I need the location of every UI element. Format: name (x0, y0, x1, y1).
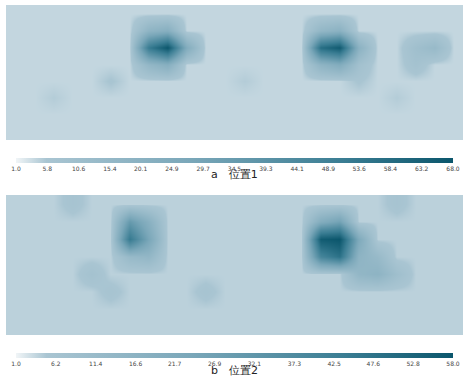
svg-text:a 位置1: a 位置1 (211, 168, 258, 181)
svg-text:26.9: 26.9 (208, 360, 222, 367)
svg-text:1.0: 1.0 (11, 360, 21, 367)
svg-text:16.6: 16.6 (129, 360, 143, 367)
svg-text:10.6: 10.6 (72, 165, 86, 172)
svg-text:1.0: 1.0 (11, 165, 21, 172)
svg-text:32.1: 32.1 (248, 360, 262, 367)
svg-text:52.8: 52.8 (406, 360, 420, 367)
svg-text:24.9: 24.9 (165, 165, 179, 172)
svg-text:48.9: 48.9 (322, 165, 336, 172)
svg-text:37.3: 37.3 (288, 360, 302, 367)
svg-text:44.1: 44.1 (290, 165, 304, 172)
svg-text:5.8: 5.8 (43, 165, 53, 172)
svg-text:47.6: 47.6 (367, 360, 381, 367)
svg-text:15.4: 15.4 (103, 165, 117, 172)
svg-text:34.5: 34.5 (228, 165, 242, 172)
svg-text:58.4: 58.4 (384, 165, 398, 172)
svg-text:42.5: 42.5 (327, 360, 341, 367)
svg-text:29.7: 29.7 (197, 165, 211, 172)
svg-text:b 位置2: b 位置2 (211, 364, 258, 377)
svg-text:58.0: 58.0 (446, 360, 460, 367)
svg-text:63.2: 63.2 (415, 165, 429, 172)
svg-text:11.4: 11.4 (89, 360, 103, 367)
svg-text:21.7: 21.7 (168, 360, 182, 367)
svg-text:39.3: 39.3 (259, 165, 273, 172)
svg-text:53.6: 53.6 (352, 165, 366, 172)
svg-text:6.2: 6.2 (51, 360, 61, 367)
svg-text:20.1: 20.1 (134, 165, 148, 172)
svg-text:68.0: 68.0 (446, 165, 460, 172)
